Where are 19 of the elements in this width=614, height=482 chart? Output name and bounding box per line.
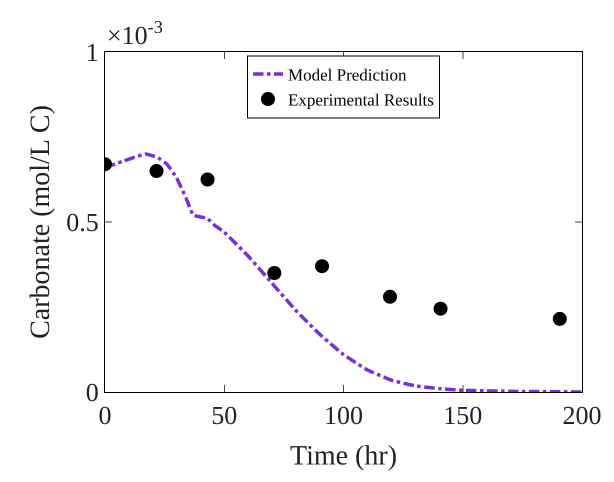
x-tick-label: 50	[211, 401, 238, 430]
x-tick-label: 200	[562, 401, 602, 430]
text: ×10$^{-3}$	[107, 17, 163, 50]
legend-label: Experimental Results	[288, 90, 434, 110]
point	[150, 164, 164, 178]
legend-label: Model Prediction	[288, 66, 408, 85]
point	[200, 172, 215, 186]
y-tick-label: 1	[86, 38, 99, 68]
x-tick-label: 150	[443, 401, 482, 430]
point	[383, 290, 398, 304]
y-tick-label: 0	[86, 378, 99, 408]
y-tick-label: 0.5	[66, 208, 99, 238]
x-tick-label: 100	[324, 401, 363, 430]
y-axis-title: Carbonate (mol/L C)	[25, 105, 56, 339]
point	[267, 266, 282, 280]
point	[552, 312, 567, 326]
x-axis-title: Time (hr)	[290, 440, 398, 472]
point	[315, 259, 330, 274]
point	[434, 302, 448, 316]
